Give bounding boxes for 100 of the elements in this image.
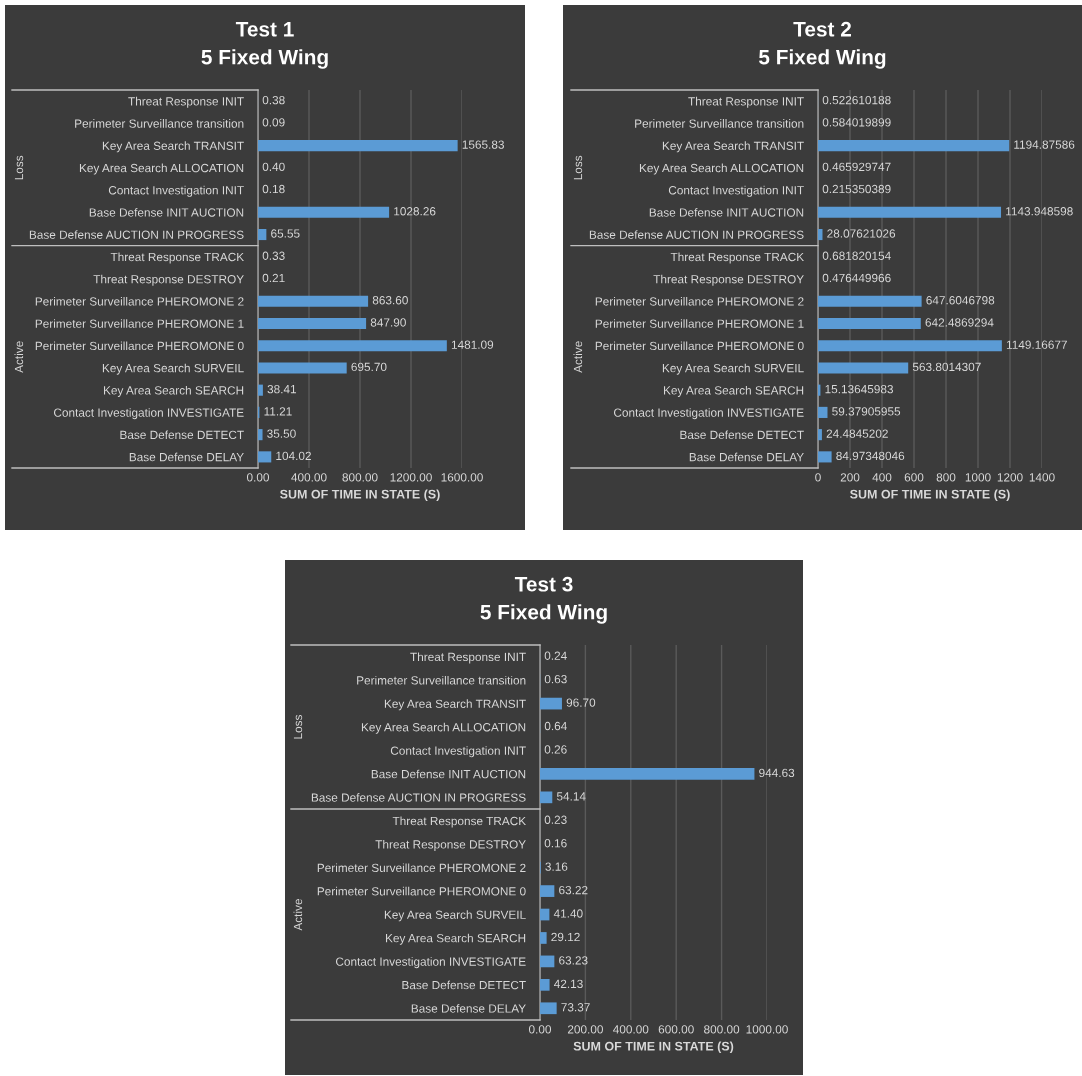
bar bbox=[540, 768, 755, 780]
y-tick-label: Key Area Search ALLOCATION bbox=[79, 163, 244, 175]
data-label: 54.14 bbox=[556, 792, 586, 801]
y-tick-label: Perimeter Surveillance transition bbox=[357, 675, 526, 685]
data-label: 0.64 bbox=[544, 721, 567, 731]
x-tick-label: 200 bbox=[840, 473, 860, 482]
x-tick-label: 1200.00 bbox=[390, 473, 432, 482]
x-tick-label: 800.00 bbox=[704, 1025, 740, 1034]
data-label: 0.21 bbox=[262, 273, 285, 283]
data-label: 0.465929747 bbox=[822, 162, 891, 171]
data-label: 15.13645983 bbox=[825, 384, 894, 394]
bar bbox=[258, 384, 263, 396]
x-tick-label: 1000.00 bbox=[746, 1025, 788, 1034]
data-label: 73.37 bbox=[561, 1003, 590, 1012]
y-tick-label: Perimeter Surveillance PHEROMONE 0 bbox=[317, 886, 526, 896]
bar bbox=[540, 697, 562, 710]
chart-title: Test 2 bbox=[793, 21, 852, 37]
y-tick-label: Contact Investigation INIT bbox=[108, 185, 244, 197]
bar bbox=[258, 362, 347, 374]
data-label: 84.97348046 bbox=[836, 451, 905, 461]
bar bbox=[540, 908, 550, 921]
bar bbox=[818, 340, 1002, 352]
data-label: 35.50 bbox=[267, 429, 296, 438]
bar bbox=[540, 885, 555, 897]
y-tick-label: Perimeter Surveillance PHEROMONE 2 bbox=[317, 863, 526, 873]
data-label: 1481.09 bbox=[451, 340, 494, 349]
y-tick-label: Contact Investigation INVESTIGATE bbox=[614, 408, 804, 420]
y-tick-label: Base Defense DELAY bbox=[411, 1004, 526, 1013]
x-axis-title: SUM OF TIME IN STATE (S) bbox=[573, 1041, 734, 1054]
x-tick-label: 600 bbox=[904, 473, 924, 482]
y-tick-label: Key Area Search SURVEIL bbox=[662, 363, 804, 375]
bar bbox=[818, 451, 832, 463]
bar bbox=[818, 206, 1002, 218]
y-tick-label: Base Defense AUCTION IN PROGRESS bbox=[29, 230, 244, 239]
data-label: 0.18 bbox=[262, 184, 285, 194]
y-tick-label: Perimeter Surveillance PHEROMONE 1 bbox=[595, 319, 804, 328]
x-tick-label: 0.00 bbox=[528, 1025, 552, 1034]
chart-title: Test 1 bbox=[235, 22, 294, 37]
y-tick-label: Key Area Search SEARCH bbox=[104, 385, 244, 397]
data-label: 1028.26 bbox=[394, 207, 436, 216]
data-label: 1149.16677 bbox=[1006, 340, 1067, 349]
data-label: 0.476449966 bbox=[822, 273, 891, 283]
data-label: 695.70 bbox=[351, 362, 387, 372]
data-label: 0.681820154 bbox=[822, 251, 891, 260]
bar bbox=[258, 429, 263, 441]
data-label: 0.09 bbox=[262, 118, 285, 127]
data-label: 863.60 bbox=[372, 296, 408, 305]
data-label: 0.38 bbox=[262, 95, 285, 105]
bar bbox=[818, 406, 828, 418]
data-label: 65.55 bbox=[271, 229, 300, 238]
data-label: 63.22 bbox=[559, 885, 588, 895]
y-tick-label: Key Area Search SURVEIL bbox=[384, 910, 526, 922]
x-tick-label: 1600.00 bbox=[441, 473, 483, 482]
bar bbox=[258, 451, 272, 463]
y-tick-label: Base Defense INIT AUCTION bbox=[371, 769, 526, 779]
data-label: 1194.87586 bbox=[1014, 140, 1075, 149]
text: Active bbox=[573, 341, 583, 373]
bar bbox=[540, 955, 555, 968]
x-tick-label: 400 bbox=[872, 473, 892, 482]
data-label: 0.26 bbox=[544, 745, 567, 754]
data-label: 0.16 bbox=[544, 839, 567, 848]
data-label: 41.40 bbox=[553, 909, 583, 918]
y-tick-label: Perimeter Surveillance transition bbox=[75, 119, 244, 128]
data-label: 647.6046798 bbox=[926, 296, 995, 305]
chart-subtitle: 5 Fixed Wing bbox=[201, 49, 328, 69]
text: Active bbox=[14, 341, 24, 373]
bar bbox=[258, 340, 447, 352]
y-tick-label: Threat Response TRACK bbox=[110, 252, 244, 264]
bar bbox=[258, 295, 369, 307]
data-label: 0.63 bbox=[544, 674, 567, 684]
data-label: 63.23 bbox=[559, 956, 588, 965]
y-tick-label: Key Area Search SEARCH bbox=[386, 933, 526, 945]
data-label: 0.23 bbox=[544, 815, 567, 824]
data-label: 29.12 bbox=[551, 932, 580, 942]
data-label: 0.522610188 bbox=[822, 95, 891, 105]
data-label: 0.215350389 bbox=[822, 184, 891, 194]
y-tick-label: Threat Response TRACK bbox=[670, 252, 804, 264]
x-tick-label: 800.00 bbox=[342, 473, 378, 482]
y-tick-label: Threat Response DESTROY bbox=[375, 839, 526, 851]
chart-subtitle: 5 Fixed Wing bbox=[480, 604, 607, 624]
y-tick-label: Perimeter Surveillance PHEROMONE 2 bbox=[595, 296, 804, 306]
data-label: 3.16 bbox=[545, 862, 568, 871]
x-tick-label: 0 bbox=[815, 473, 821, 482]
x-axis-title: SUM OF TIME IN STATE (S) bbox=[850, 489, 1010, 502]
y-tick-label: Base Defense DETECT bbox=[402, 980, 526, 990]
y-tick-label: Perimeter Surveillance PHEROMONE 0 bbox=[35, 341, 244, 351]
x-tick-label: 800 bbox=[936, 473, 956, 482]
data-label: 96.70 bbox=[566, 698, 596, 707]
y-tick-label: Perimeter Surveillance PHEROMONE 0 bbox=[595, 341, 804, 351]
text: Loss bbox=[573, 155, 583, 180]
y-tick-label: Key Area Search SEARCH bbox=[664, 385, 804, 397]
y-tick-label: Threat Response DESTROY bbox=[653, 274, 804, 286]
data-label: 642.4869294 bbox=[925, 318, 994, 327]
x-tick-label: 0.00 bbox=[246, 473, 270, 482]
x-tick-label: 1200 bbox=[997, 473, 1023, 482]
data-label: 0.24 bbox=[544, 651, 567, 660]
chart-subtitle: 5 Fixed Wing bbox=[759, 49, 886, 69]
bar bbox=[540, 978, 550, 991]
data-label: 847.90 bbox=[370, 318, 406, 327]
bar bbox=[258, 317, 367, 330]
